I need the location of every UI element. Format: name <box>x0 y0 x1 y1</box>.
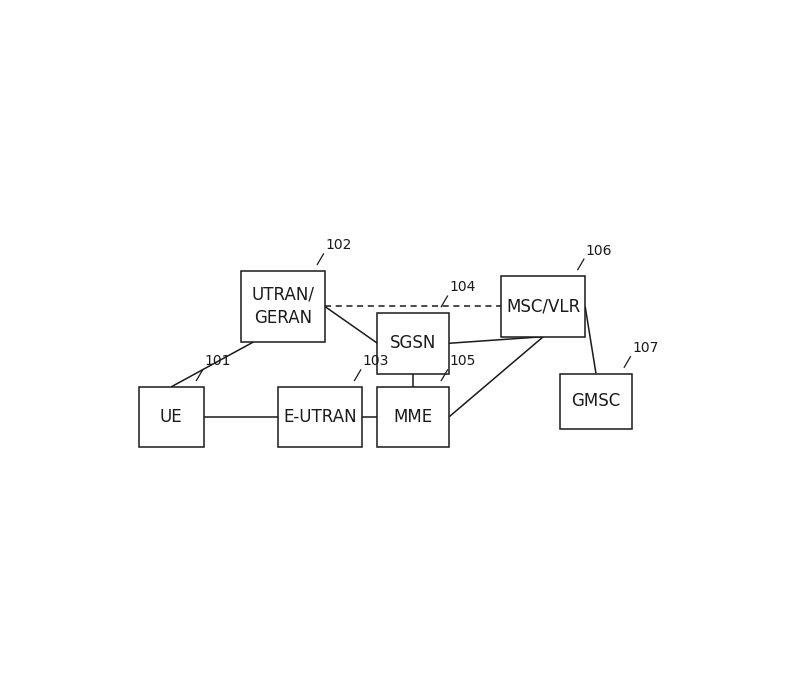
Text: GERAN: GERAN <box>254 309 312 327</box>
Text: E-UTRAN: E-UTRAN <box>283 408 357 426</box>
Text: SGSN: SGSN <box>390 334 436 352</box>
Text: 102: 102 <box>326 238 352 252</box>
FancyBboxPatch shape <box>378 387 449 447</box>
Text: 106: 106 <box>586 244 612 258</box>
FancyBboxPatch shape <box>241 271 325 342</box>
FancyBboxPatch shape <box>378 313 449 373</box>
Text: 101: 101 <box>205 354 231 369</box>
Text: UE: UE <box>160 408 182 426</box>
FancyBboxPatch shape <box>502 276 585 337</box>
Text: 103: 103 <box>362 354 389 369</box>
Text: MME: MME <box>394 408 433 426</box>
Text: UTRAN/: UTRAN/ <box>251 286 314 303</box>
FancyBboxPatch shape <box>560 373 632 429</box>
Text: 107: 107 <box>632 341 658 355</box>
FancyBboxPatch shape <box>278 387 362 447</box>
FancyBboxPatch shape <box>138 387 204 447</box>
Text: 104: 104 <box>450 280 476 295</box>
Text: GMSC: GMSC <box>571 393 621 410</box>
Text: 105: 105 <box>450 354 476 369</box>
Text: MSC/VLR: MSC/VLR <box>506 297 581 315</box>
